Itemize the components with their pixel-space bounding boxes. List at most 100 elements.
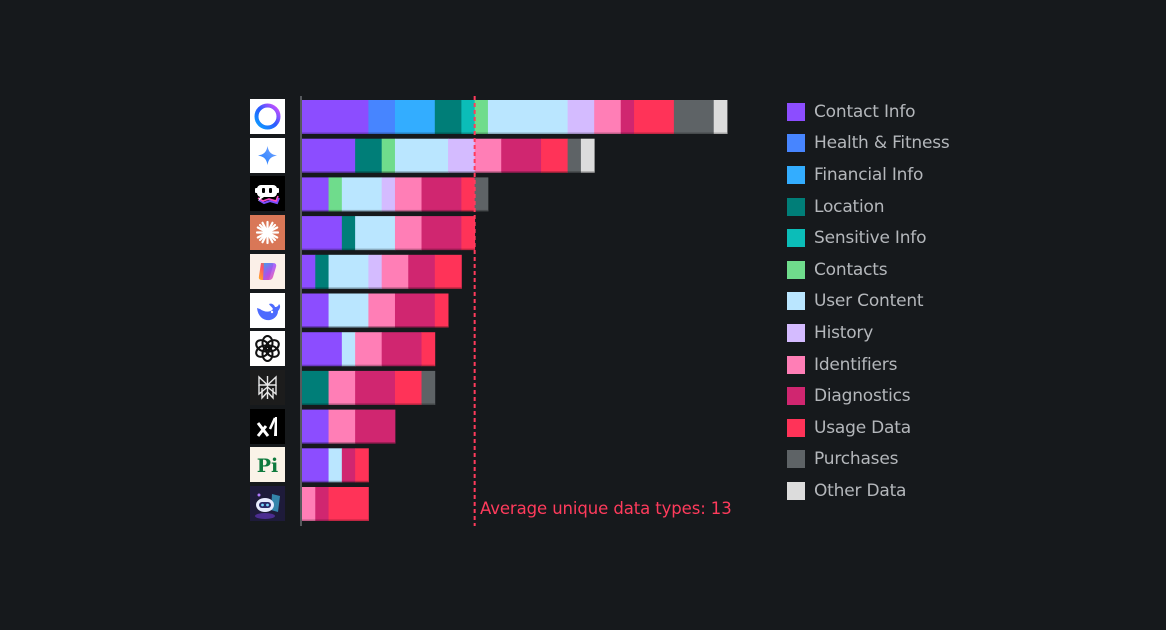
bar-segment-health-fitness <box>368 100 396 134</box>
bar-segment-user-content <box>341 332 356 367</box>
bar-segment-contact-info <box>302 332 343 367</box>
bar-segment-contact-info <box>302 293 329 328</box>
legend-swatch <box>787 197 805 216</box>
bar-segment-usage-data <box>461 177 476 212</box>
bar-segment-diagnostics <box>421 216 462 251</box>
bar-segment-user-content <box>394 138 449 173</box>
bar-segment-diagnostics <box>355 370 396 405</box>
bar-shadow <box>302 364 435 367</box>
legend-swatch <box>787 102 805 121</box>
legend-item-identifiers: Identifiers <box>787 349 950 381</box>
legend-label: User Content <box>814 291 924 312</box>
legend-swatch <box>787 355 805 374</box>
legend-swatch <box>787 323 805 342</box>
bar-segment-history <box>567 100 595 134</box>
bar-row-deepseek <box>302 293 449 328</box>
bar-segment-location <box>302 370 329 405</box>
bar-segment-usage-data <box>541 138 569 173</box>
bar-segment-user-content <box>487 100 569 134</box>
bar-row-chatbot <box>302 487 369 521</box>
legend-label: Location <box>814 196 885 217</box>
bar-shadow <box>302 326 449 328</box>
legend-label: Financial Info <box>814 164 924 185</box>
legend-item-location: Location <box>787 191 950 223</box>
bar-segment-user-content <box>355 216 396 251</box>
bar-segment-diagnostics <box>421 177 462 212</box>
bar-segment-sensitive-info <box>461 100 476 134</box>
grok-icon <box>250 408 285 444</box>
bar-segment-contact-info <box>302 216 343 251</box>
bar-shadow <box>302 403 435 405</box>
legend-label: Usage Data <box>814 417 911 438</box>
bar-shadow <box>302 442 395 444</box>
bar-segment-usage-data <box>461 216 476 251</box>
legend-swatch <box>787 292 805 311</box>
bar-segment-identifiers <box>474 138 502 173</box>
bar-segment-user-content <box>341 177 383 212</box>
bar-row-pi <box>302 448 369 483</box>
bar-segment-usage-data <box>355 448 369 483</box>
legend-item-other-data: Other Data <box>787 475 950 507</box>
bar-segment-contact-info <box>302 177 329 212</box>
bar-row-grok <box>302 409 396 444</box>
bar-row-claude <box>302 216 476 251</box>
bar-segment-diagnostics <box>381 332 422 367</box>
bar-segment-user-content <box>328 293 369 328</box>
bar-segment-diagnostics <box>394 293 436 328</box>
bar-segment-user-content <box>328 254 369 289</box>
bar-segment-identifiers <box>394 216 422 251</box>
bar-row-poe <box>302 177 489 212</box>
bar-segment-identifiers <box>328 370 356 405</box>
bar-segment-usage-data <box>328 487 369 521</box>
legend-item-financial-info: Financial Info <box>787 159 950 191</box>
bar-shadow <box>302 519 369 521</box>
legend-item-usage-data: Usage Data <box>787 412 950 444</box>
bar-row-gemini <box>302 138 595 173</box>
bar-segment-usage-data <box>421 332 436 367</box>
bar-shadow <box>302 209 488 212</box>
legend-swatch <box>787 418 805 437</box>
legend-label: Purchases <box>814 449 899 470</box>
meta-ai-icon <box>250 99 285 134</box>
perplexity-icon <box>250 369 285 405</box>
legend-swatch <box>787 450 805 469</box>
bars-layer <box>302 100 728 521</box>
legend-swatch <box>787 165 805 184</box>
legend-item-purchases: Purchases <box>787 444 950 476</box>
bar-shadow <box>302 132 727 134</box>
bar-row-chatgpt <box>302 332 436 367</box>
bar-shadow <box>302 171 595 173</box>
bar-segment-location <box>315 254 329 289</box>
chatbot-icon <box>250 486 285 521</box>
bar-segment-identifiers <box>381 254 409 289</box>
bar-segment-contact-info <box>302 409 329 444</box>
bar-segment-user-content <box>328 448 343 483</box>
bar-segment-history <box>368 254 383 289</box>
bar-segment-contacts <box>328 177 343 212</box>
average-label: Average unique data types: 13 <box>480 499 732 518</box>
poe-icon <box>250 176 285 212</box>
bar-row-perplexity <box>302 370 436 405</box>
legend-label: Contact Info <box>814 101 916 122</box>
legend-label: Diagnostics <box>814 386 911 407</box>
legend-item-contact-info: Contact Info <box>787 96 950 128</box>
legend-label: Contacts <box>814 259 888 280</box>
bar-segment-location <box>355 138 383 173</box>
bar-segment-location <box>341 216 356 251</box>
bar-row-meta-ai <box>302 100 728 134</box>
bar-segment-location <box>434 100 462 134</box>
bar-segment-contact-info <box>302 254 316 289</box>
legend-item-contacts: Contacts <box>787 254 950 286</box>
bar-segment-identifiers <box>302 487 316 521</box>
bar-segment-history <box>448 138 476 173</box>
bar-segment-purchases <box>567 138 582 173</box>
legend-swatch <box>787 387 805 406</box>
bar-segment-financial-info <box>394 100 436 134</box>
bar-segment-purchases <box>421 370 436 405</box>
legend-item-sensitive-info: Sensitive Info <box>787 222 950 254</box>
bar-shadow <box>302 287 462 289</box>
legend-swatch <box>787 260 805 279</box>
bar-segment-history <box>381 177 396 212</box>
chatgpt-icon <box>250 331 285 367</box>
